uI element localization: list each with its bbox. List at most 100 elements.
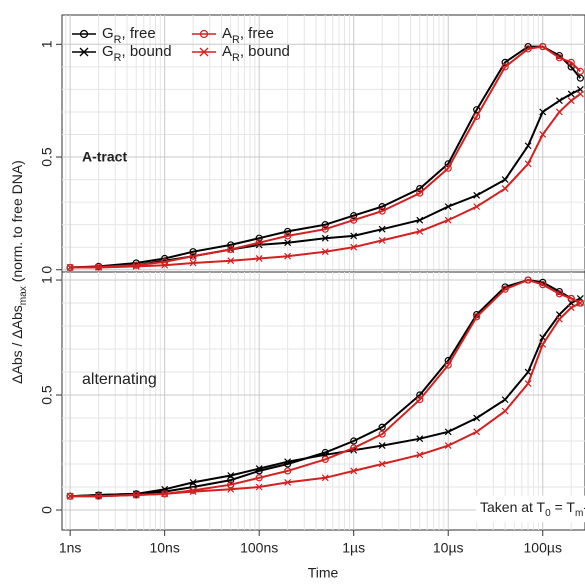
note: Taken at T0 = Tm-5°C xyxy=(480,499,585,519)
marker xyxy=(567,294,575,303)
marker xyxy=(524,142,532,150)
marker xyxy=(501,407,509,415)
marker xyxy=(189,488,197,496)
marker xyxy=(473,428,481,436)
marker xyxy=(567,58,575,66)
marker xyxy=(255,474,263,482)
marker xyxy=(255,255,263,262)
marker xyxy=(473,203,481,211)
marker xyxy=(189,252,197,260)
marker xyxy=(555,54,563,62)
legend-marker xyxy=(79,29,89,39)
series-line xyxy=(70,93,581,269)
marker xyxy=(416,435,424,443)
marker xyxy=(576,74,584,82)
x-tick-label: 100µs xyxy=(524,540,562,556)
marker xyxy=(473,191,481,199)
marker xyxy=(473,414,481,422)
marker xyxy=(416,451,424,459)
marker xyxy=(444,203,452,211)
marker xyxy=(539,341,547,348)
marker xyxy=(132,261,140,269)
marker xyxy=(576,90,584,98)
marker xyxy=(539,281,547,289)
marker xyxy=(576,299,584,307)
marker xyxy=(227,476,235,484)
marker xyxy=(539,108,547,116)
marker xyxy=(66,264,74,271)
legend-marker xyxy=(199,47,209,57)
marker xyxy=(576,67,584,75)
marker xyxy=(378,203,386,211)
marker xyxy=(321,234,329,242)
legend-label: GR, free xyxy=(102,25,156,46)
legend-marker xyxy=(199,29,209,39)
marker xyxy=(444,361,452,369)
marker xyxy=(555,97,563,105)
legend-label: AR, free xyxy=(222,25,274,46)
y-tick-label: 0 xyxy=(39,266,55,274)
y-tick-label: 0.5 xyxy=(39,147,55,167)
marker xyxy=(416,189,424,197)
marker xyxy=(539,42,547,51)
x-tick-label: 10ns xyxy=(149,540,179,556)
legend-label: AR, bound xyxy=(222,43,290,64)
marker xyxy=(416,396,424,404)
marker xyxy=(501,285,509,293)
marker xyxy=(161,490,169,498)
marker xyxy=(501,176,509,183)
marker xyxy=(284,227,292,236)
marker xyxy=(555,290,563,298)
marker xyxy=(501,63,509,71)
marker xyxy=(227,257,235,265)
marker xyxy=(555,108,563,116)
marker xyxy=(227,481,235,489)
legend-label: GR, bound xyxy=(102,43,172,64)
y-tick-label: 0 xyxy=(39,506,55,514)
marker xyxy=(284,252,292,260)
marker xyxy=(501,58,509,66)
marker xyxy=(416,184,424,193)
marker xyxy=(284,458,292,466)
marker xyxy=(350,212,358,220)
marker xyxy=(284,232,292,240)
annotation: A-tract xyxy=(82,149,127,165)
marker xyxy=(524,380,532,387)
marker xyxy=(501,185,509,193)
marker xyxy=(66,492,74,500)
x-tick-label: 1µs xyxy=(342,540,365,556)
y-tick-label: 1 xyxy=(39,276,55,284)
marker xyxy=(416,216,424,224)
marker xyxy=(189,248,197,256)
marker xyxy=(524,276,532,284)
marker xyxy=(321,455,329,464)
marker xyxy=(555,315,563,323)
x-tick-label: 1ns xyxy=(59,540,82,556)
marker xyxy=(227,485,235,493)
marker xyxy=(539,131,547,138)
marker xyxy=(378,237,386,244)
marker xyxy=(350,444,358,452)
marker xyxy=(378,207,386,215)
marker xyxy=(378,430,386,438)
marker xyxy=(255,465,263,473)
marker xyxy=(321,474,329,482)
marker xyxy=(524,368,532,376)
x-tick-label: 100ns xyxy=(240,540,278,556)
marker xyxy=(567,63,575,71)
marker xyxy=(95,492,103,500)
annotation: alternating xyxy=(82,371,157,388)
marker xyxy=(567,97,575,105)
x-tick-label: 10µs xyxy=(433,540,464,556)
marker xyxy=(227,472,235,479)
marker xyxy=(473,313,481,321)
series-line xyxy=(70,302,581,498)
marker xyxy=(95,264,103,271)
marker xyxy=(350,243,358,251)
marker xyxy=(378,442,386,450)
marker xyxy=(350,467,358,475)
marker xyxy=(350,216,358,224)
marker xyxy=(189,259,197,267)
marker xyxy=(524,160,532,168)
